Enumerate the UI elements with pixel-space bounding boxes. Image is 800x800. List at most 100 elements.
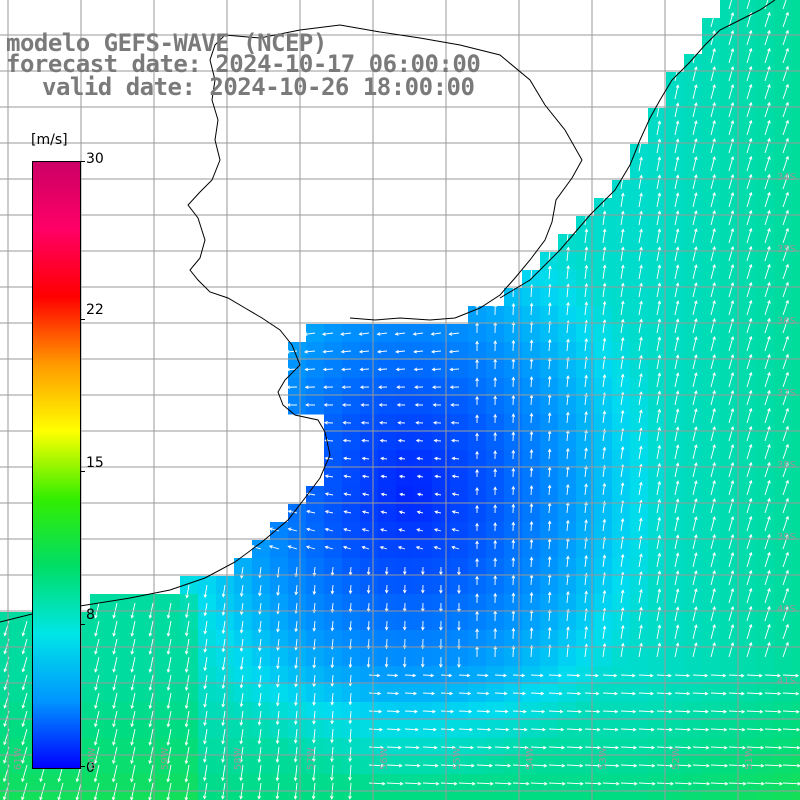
speed-cell — [684, 612, 703, 631]
speed-cell — [702, 270, 721, 289]
wind-arrow — [584, 483, 588, 496]
wind-arrow — [548, 727, 565, 732]
wind-arrow — [530, 763, 548, 768]
wind-arrow — [692, 709, 709, 714]
wind-arrow — [185, 584, 190, 599]
wind-arrow — [746, 533, 753, 550]
speed-cell — [630, 342, 649, 361]
speed-cell — [792, 630, 800, 649]
speed-cell — [684, 792, 703, 800]
wind-arrow — [294, 692, 298, 707]
wind-arrow — [529, 591, 534, 604]
speed-cell — [684, 558, 703, 577]
wind-arrow — [511, 627, 516, 640]
lon-label: 54W — [525, 747, 536, 770]
wind-arrow — [602, 482, 607, 496]
wind-arrow — [221, 674, 226, 690]
wind-arrow — [493, 376, 498, 388]
wind-arrow — [330, 656, 335, 669]
speed-cell — [630, 162, 649, 181]
wind-arrow — [638, 745, 656, 750]
speed-cell — [576, 630, 595, 649]
speed-cell — [612, 612, 631, 631]
wind-arrow — [728, 65, 735, 82]
speed-cell — [558, 396, 577, 415]
speed-cell — [648, 450, 667, 469]
speed-cell — [648, 504, 667, 523]
wind-arrow — [440, 709, 455, 714]
speed-cell — [648, 162, 667, 181]
wind-arrow — [764, 605, 771, 622]
speed-cell — [702, 144, 721, 163]
wind-arrow — [548, 709, 564, 714]
speed-cell — [378, 396, 397, 415]
speed-cell — [792, 288, 800, 307]
wind-arrow — [476, 763, 493, 768]
speed-cell — [792, 414, 800, 433]
wind-arrow — [348, 710, 353, 725]
speed-cell — [684, 126, 703, 145]
speed-cell — [684, 378, 703, 397]
wind-arrow — [566, 781, 584, 786]
wind-arrow — [380, 456, 388, 461]
title-valid-date: valid date: 2024-10-26 18:00:00 — [42, 73, 475, 101]
speed-cell — [666, 522, 685, 541]
speed-cell — [756, 576, 775, 595]
wind-arrow — [324, 527, 334, 532]
speed-cell — [504, 468, 523, 487]
wind-arrow — [184, 728, 190, 746]
speed-cell — [504, 432, 523, 451]
wind-arrow — [566, 745, 584, 750]
speed-cell — [612, 630, 631, 649]
wind-arrow — [638, 210, 643, 226]
speed-cell — [684, 54, 703, 73]
wind-arrow — [293, 710, 298, 725]
speed-cell — [360, 468, 379, 487]
wind-arrow — [692, 570, 698, 586]
speed-cell — [576, 792, 595, 800]
wind-arrow — [782, 461, 789, 478]
wind-arrow — [656, 709, 673, 714]
speed-cell — [324, 522, 343, 541]
speed-cell — [522, 612, 541, 631]
wind-arrow — [439, 584, 443, 594]
wind-arrow — [475, 450, 479, 460]
wind-arrow — [386, 691, 400, 696]
speed-cell — [414, 324, 433, 343]
wind-arrow — [287, 509, 298, 514]
wind-arrow — [21, 692, 28, 709]
wind-arrow — [343, 510, 352, 514]
wind-arrow — [746, 709, 764, 714]
wind-arrow — [674, 588, 680, 604]
wind-arrow — [728, 461, 735, 478]
speed-cell — [522, 324, 541, 343]
colorbar-tick-30: 30 — [86, 151, 104, 167]
wind-arrow — [584, 781, 602, 786]
wind-arrow — [343, 492, 352, 496]
speed-cell — [540, 540, 559, 559]
wind-arrow — [493, 413, 497, 424]
wind-arrow — [728, 173, 735, 190]
speed-cell — [396, 504, 415, 523]
speed-cell — [468, 612, 487, 631]
wind-arrow — [475, 358, 479, 370]
wind-arrow — [340, 332, 352, 336]
wind-arrow — [764, 317, 771, 334]
wind-arrow — [764, 587, 771, 604]
speed-cell — [450, 450, 469, 469]
speed-cell — [558, 486, 577, 505]
wind-arrow — [330, 710, 334, 725]
speed-cell — [792, 342, 800, 361]
wind-arrow — [203, 602, 208, 617]
lon-label: 58W — [233, 747, 244, 770]
wind-arrow — [674, 624, 680, 640]
speed-cell — [720, 144, 739, 163]
wind-arrow — [93, 764, 100, 783]
wind-arrow — [440, 763, 457, 768]
speed-cell — [738, 414, 757, 433]
speed-cell — [756, 90, 775, 109]
wind-arrow — [692, 516, 698, 532]
wind-arrow — [638, 642, 643, 658]
wind-arrow — [395, 349, 406, 354]
speed-cell — [684, 216, 703, 235]
